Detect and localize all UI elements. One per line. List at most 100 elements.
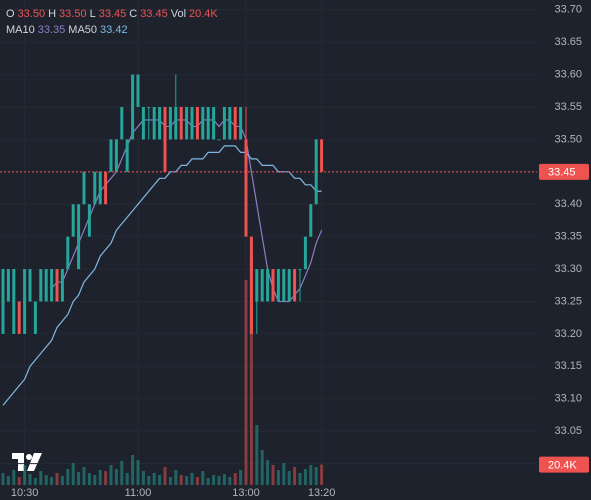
candle-body <box>239 106 243 140</box>
volume-bar <box>28 474 32 485</box>
candle-body <box>82 171 86 205</box>
candle-body <box>271 269 275 302</box>
legend-key: O <box>6 8 15 20</box>
volume-bar <box>141 471 145 485</box>
x-tick-label: 10:30 <box>11 487 39 499</box>
y-tick-label: 33.05 <box>554 425 582 437</box>
volume-bar <box>212 475 216 485</box>
volume-bar <box>136 460 140 485</box>
candle-body <box>206 106 210 140</box>
candle-body <box>147 106 151 108</box>
volume-bar <box>114 469 118 485</box>
candle-body <box>174 106 178 140</box>
candle-body <box>71 204 75 237</box>
volume-bar <box>244 280 248 485</box>
y-tick-label: 33.25 <box>554 295 582 307</box>
candle-body <box>303 236 307 270</box>
candle-body <box>222 106 226 140</box>
legend-value: 20.4K <box>189 8 218 20</box>
last-price-label: 33.45 <box>548 167 576 179</box>
candle-body <box>163 106 167 172</box>
volume-bar <box>185 476 189 485</box>
ma-legend: MA10 33.35 MA50 33.42 <box>6 22 221 38</box>
last-price-box <box>539 163 589 180</box>
candle-body <box>12 269 16 334</box>
candle-body <box>185 106 189 140</box>
volume-bar <box>66 469 70 485</box>
candle-body <box>260 269 264 302</box>
candle-body <box>120 106 124 140</box>
candle-body <box>131 74 135 140</box>
volume-bar <box>309 465 313 485</box>
candle-body <box>44 269 48 302</box>
volume-bar <box>195 477 199 485</box>
y-tick-label: 33.55 <box>554 101 582 113</box>
candle-body <box>98 171 102 205</box>
volume-bar <box>77 472 81 485</box>
volume-bar <box>147 476 151 485</box>
candle-body <box>293 269 297 302</box>
volume-bar <box>23 465 27 485</box>
volume-bar <box>71 463 75 485</box>
volume-bar <box>152 473 156 485</box>
y-tick-label: 33.35 <box>554 231 582 243</box>
volume-bar <box>87 473 91 485</box>
legend-value: 33.50 <box>59 8 87 20</box>
candle-body <box>266 269 270 302</box>
volume-bar <box>287 471 291 485</box>
volume-bar <box>125 473 129 485</box>
candle-body <box>309 204 313 237</box>
volume-bar <box>55 473 59 485</box>
volume-bar <box>131 455 135 485</box>
candle-body <box>1 269 5 334</box>
last-volume-label: 20.4K <box>548 460 577 472</box>
legend-key: MA10 <box>6 24 35 36</box>
y-tick-label: 33.50 <box>554 133 582 145</box>
legend-key: L <box>89 8 96 20</box>
candle-body <box>195 106 199 140</box>
x-tick-label: 11:00 <box>125 487 152 499</box>
volume-bar <box>109 465 113 485</box>
volume-bar <box>190 473 194 485</box>
volume-bar <box>293 467 297 485</box>
candle-body <box>39 269 43 302</box>
candle-body <box>77 204 81 270</box>
candle-body <box>93 171 97 205</box>
legend-value: 33.45 <box>140 8 168 20</box>
candle-body <box>168 106 172 140</box>
candle-body <box>55 269 59 302</box>
ohlc-legend: O 33.50 H 33.50 L 33.45 C 33.45 Vol 20.4K <box>6 6 221 22</box>
volume-bar <box>228 477 232 485</box>
volume-bar <box>303 469 307 485</box>
candle-body <box>104 171 108 205</box>
candle-body <box>190 106 194 140</box>
candle-body <box>201 106 205 140</box>
legend-key: C <box>129 8 138 20</box>
volume-bar <box>50 477 54 485</box>
y-tick-label: 33.40 <box>554 198 582 210</box>
volume-bar <box>158 475 162 485</box>
volume-bar <box>17 477 21 485</box>
volume-bar <box>174 470 178 485</box>
candle-body <box>287 269 291 302</box>
candle-body <box>50 269 54 302</box>
volume-bar <box>249 255 253 485</box>
candle-body <box>136 74 140 107</box>
candle-body <box>152 106 156 140</box>
volume-bar <box>266 460 270 485</box>
volume-bar <box>82 467 86 485</box>
volume-bar <box>206 478 210 485</box>
candle-body <box>60 269 64 302</box>
volume-bar <box>298 473 302 485</box>
volume-bar <box>276 470 280 485</box>
candle-body <box>276 269 280 302</box>
legend-value: 33.35 <box>37 24 66 36</box>
y-tick-label: 33.10 <box>554 393 582 405</box>
x-tick-label: 13:20 <box>308 487 336 499</box>
candle-body <box>114 139 118 172</box>
volume-bar <box>120 461 124 485</box>
volume-bar <box>222 474 226 485</box>
candle-body <box>141 106 145 140</box>
